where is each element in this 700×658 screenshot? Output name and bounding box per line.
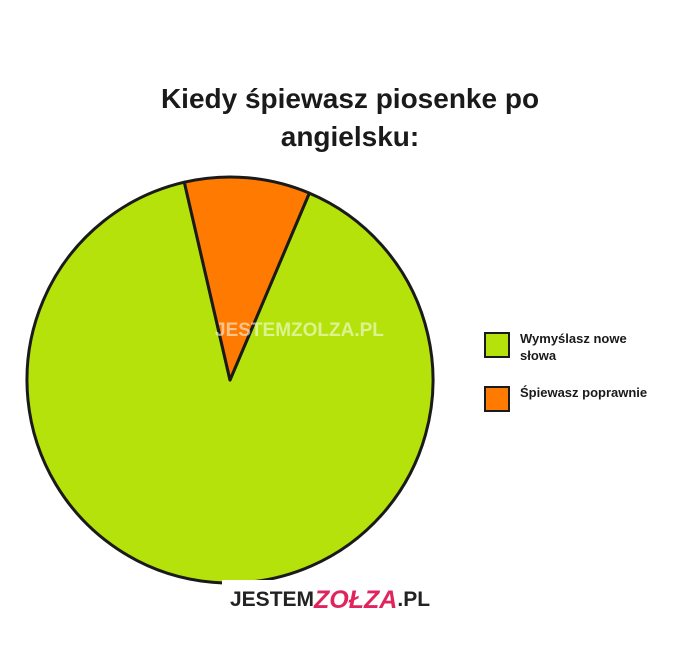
legend-item: Wymyślasz nowe słowa: [484, 330, 694, 364]
legend-label: Śpiewasz poprawnie: [520, 385, 648, 400]
legend-item: Śpiewasz poprawnie: [484, 384, 694, 412]
pie-slice: [182, 175, 311, 382]
pie-slice: [25, 180, 435, 585]
legend-swatch: [484, 386, 510, 412]
watermark-center: JESTEMZOLZA.PL: [215, 320, 384, 341]
watermark-logo-text: .PL: [397, 588, 431, 611]
legend: Wymyślasz nowe słowa Śpiewasz poprawnie: [484, 330, 694, 432]
watermark-logo-text: JESTEM: [230, 588, 315, 611]
chart-title: Kiedy śpiewasz piosenke po angielsku:: [160, 83, 540, 152]
watermark-logo-text: ZOŁZA: [314, 585, 398, 614]
legend-label: Wymyślasz nowe słowa: [520, 331, 627, 363]
legend-swatch: [484, 332, 510, 358]
watermark-logo: JESTEM ZOŁZA .PL: [222, 580, 439, 620]
